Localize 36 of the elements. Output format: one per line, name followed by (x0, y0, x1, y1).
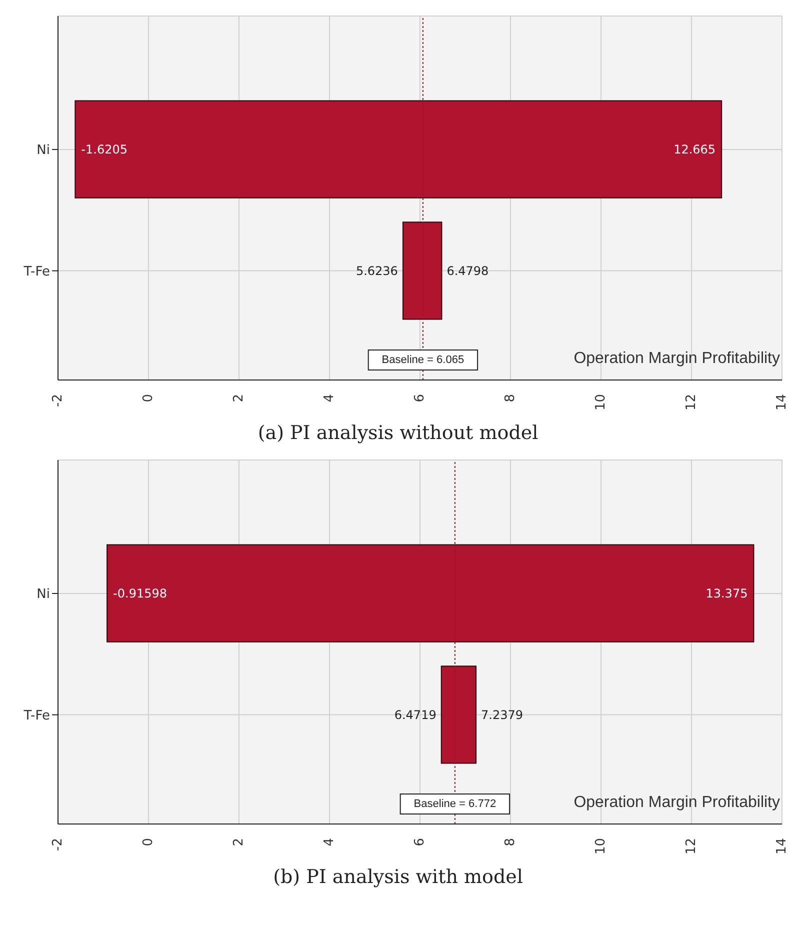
y-tick-label: T-Fe (22, 264, 50, 280)
text: (b) PI analysis with model (272, 866, 524, 890)
x-tick-label: 6 (412, 838, 428, 846)
x-tick-label: 2 (232, 394, 246, 402)
y-tick-label: Ni (36, 587, 50, 602)
ref-line-label: Baseline = 6.065 (382, 354, 464, 366)
x-tick-label: 2 (232, 838, 246, 846)
x-tick-label: 12 (684, 394, 699, 411)
x-tick-label: 8 (503, 394, 518, 402)
x-tick-label: 14 (774, 394, 790, 411)
x-tick-label: 0 (141, 838, 156, 846)
annotation: Operation Margin Profitability (574, 794, 780, 812)
annotation: 6.4719 (394, 708, 436, 722)
annotation: 12.665 (674, 142, 716, 156)
x-tick-label: 10 (594, 394, 608, 411)
x-tick-label: 8 (503, 838, 518, 846)
annotation: 13.375 (706, 586, 748, 600)
x-tick-label: 0 (141, 394, 156, 402)
text: (a) PI analysis without model (256, 422, 540, 446)
x-tick-label: 6 (412, 394, 428, 402)
annotation: -1.6205 (81, 142, 128, 156)
x-tick-label: 4 (322, 838, 337, 846)
x-tick-label: 14 (774, 838, 790, 855)
x-tick-label: 4 (322, 394, 337, 402)
ref-line-label: Baseline = 6.772 (414, 798, 496, 810)
x-tick-label: -2 (50, 394, 66, 407)
annotation: -0.91598 (113, 586, 168, 600)
y-tick-label: T-Fe (22, 708, 50, 724)
annotation: 7.2379 (481, 708, 524, 722)
x-tick-label: 12 (684, 838, 699, 855)
annotation: 6.4798 (446, 264, 489, 278)
annotation: 5.6236 (356, 264, 398, 278)
y-tick-label: Ni (36, 143, 50, 158)
x-tick-label: -2 (50, 838, 66, 851)
annotation: Operation Margin Profitability (574, 350, 780, 368)
x-tick-label: 10 (594, 838, 608, 855)
